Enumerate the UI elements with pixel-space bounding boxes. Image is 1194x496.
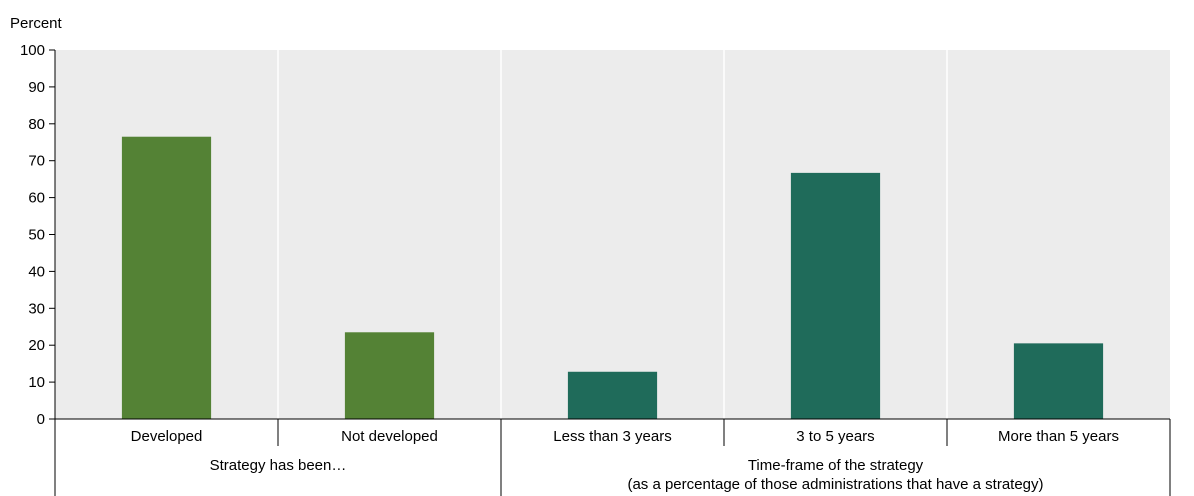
x-axis: Developed Not developed Less than 3 years 3… <box>54 418 1171 496</box>
x-tick-label: Developed <box>131 428 203 445</box>
x-tick-label: 3 to 5 years <box>796 428 874 445</box>
y-tick-label: 60 <box>28 190 45 207</box>
group-label: Strategy has been… <box>210 457 347 474</box>
group-label: Time-frame of the strategy <box>748 457 924 474</box>
y-tick-label: 80 <box>28 116 45 133</box>
y-tick-label: 30 <box>28 300 45 317</box>
y-axis: 0 10 20 30 40 50 60 70 80 90 100 <box>20 42 56 428</box>
y-tick-label: 50 <box>28 227 45 244</box>
y-tick-label: 10 <box>28 374 45 391</box>
y-tick-label: 90 <box>28 79 45 96</box>
x-tick-label: Less than 3 years <box>553 428 671 445</box>
y-tick-label: 70 <box>28 153 45 170</box>
x-tick-label: More than 5 years <box>998 428 1119 445</box>
y-tick-label: 40 <box>28 263 45 280</box>
bars <box>121 136 1104 419</box>
y-tick-label: 0 <box>37 411 45 428</box>
plot-background <box>55 50 1170 419</box>
bar <box>790 172 881 419</box>
bar <box>121 136 212 419</box>
category-separators <box>277 50 948 419</box>
x-tick-label: Not developed <box>341 428 438 445</box>
bar <box>344 332 435 419</box>
group-label: (as a percentage of those administration… <box>627 476 1043 493</box>
y-tick-label: 20 <box>28 337 45 354</box>
y-tick-label: 100 <box>20 42 45 59</box>
bar <box>1013 343 1104 419</box>
category-groups: Strategy has been… Time-frame of the stra… <box>210 457 1044 493</box>
y-axis-label: Percent <box>10 15 63 32</box>
bar <box>567 371 658 419</box>
